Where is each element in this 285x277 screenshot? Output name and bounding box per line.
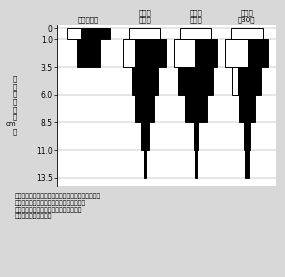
- Bar: [129, 28, 160, 39]
- Bar: [232, 67, 237, 95]
- Bar: [180, 28, 211, 39]
- Bar: [180, 28, 211, 39]
- Bar: [195, 39, 217, 67]
- Bar: [67, 28, 110, 39]
- Bar: [194, 122, 198, 150]
- Bar: [248, 39, 268, 67]
- Bar: [78, 39, 100, 67]
- Bar: [135, 95, 154, 122]
- Bar: [194, 122, 198, 150]
- Bar: [67, 28, 81, 39]
- Bar: [178, 67, 213, 95]
- Bar: [231, 28, 263, 39]
- Bar: [135, 95, 154, 122]
- Bar: [144, 150, 146, 178]
- Bar: [195, 150, 197, 178]
- Bar: [195, 150, 197, 178]
- Bar: [245, 150, 249, 178]
- Bar: [178, 67, 213, 95]
- Bar: [81, 28, 110, 39]
- Bar: [123, 39, 166, 67]
- Bar: [239, 95, 255, 122]
- Text: 粒状溶
形30号: 粒状溶 形30号: [238, 9, 256, 23]
- Bar: [231, 28, 263, 39]
- Bar: [132, 67, 158, 95]
- Bar: [225, 39, 268, 67]
- Bar: [141, 122, 149, 150]
- Bar: [144, 150, 146, 178]
- Bar: [244, 122, 250, 150]
- Text: 注）外枠は各深さの全りん酸（移動したりん酸）。
　白抜きの部分は各深さの有効態りん酸。
　黒塔りの部分は移動したが土壌に固定
　されているりん酸。: 注）外枠は各深さの全りん酸（移動したりん酸）。 白抜きの部分は各深さの有効態りん…: [14, 194, 101, 219]
- Bar: [123, 39, 135, 67]
- Text: 過石系化成: 過石系化成: [78, 17, 99, 23]
- Bar: [185, 95, 207, 122]
- Bar: [174, 39, 195, 67]
- Bar: [237, 67, 261, 95]
- Bar: [132, 67, 158, 95]
- Text: 粒状固
形２号: 粒状固 形２号: [139, 9, 151, 23]
- Text: リン安
系化成: リン安 系化成: [190, 9, 202, 23]
- Bar: [245, 150, 249, 178]
- Bar: [174, 39, 217, 67]
- Bar: [135, 39, 166, 67]
- Bar: [225, 39, 248, 67]
- Bar: [239, 95, 255, 122]
- Bar: [129, 28, 160, 39]
- Bar: [78, 39, 100, 67]
- Bar: [185, 95, 207, 122]
- Bar: [141, 122, 149, 150]
- Y-axis label: 土
壌
の
深
さ
（
cm
）: 土 壌 の 深 さ （ cm ）: [6, 76, 17, 135]
- Bar: [232, 67, 261, 95]
- Bar: [244, 122, 250, 150]
